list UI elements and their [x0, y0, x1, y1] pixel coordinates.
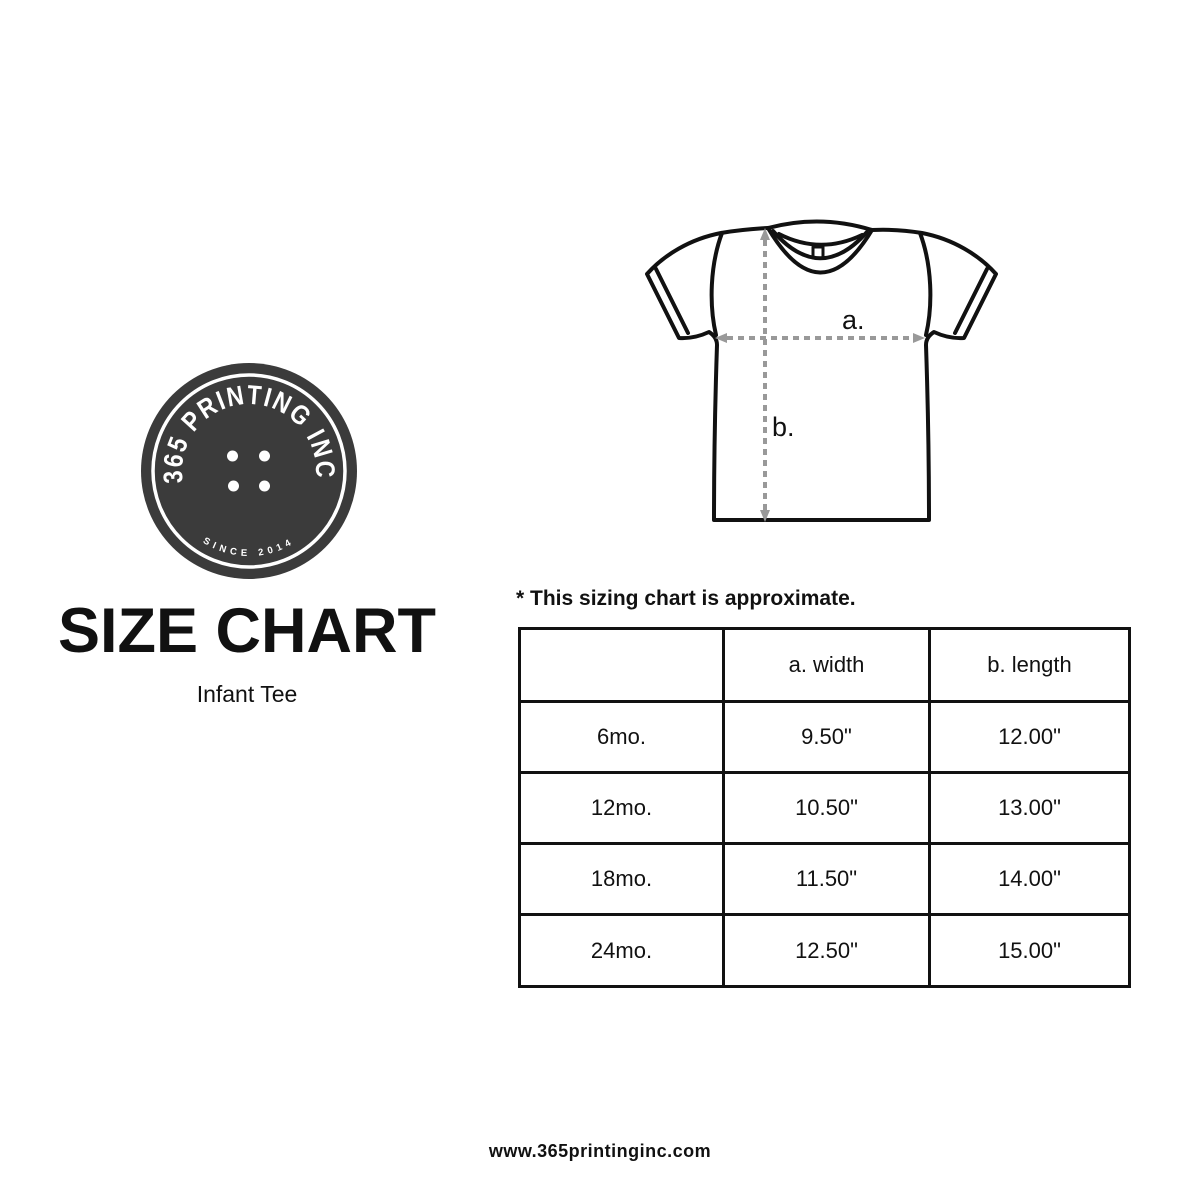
length-arrow: [760, 228, 770, 522]
width-cell: 11.50": [722, 842, 931, 916]
armhole-seam-right: [918, 231, 933, 337]
size-cell: 18mo.: [518, 842, 725, 916]
button-hole: [227, 450, 238, 462]
table-row: 6mo. 9.50" 12.00": [518, 700, 1131, 774]
arrowhead-down-icon: [760, 510, 770, 522]
arrowhead-up-icon: [760, 228, 770, 240]
length-cell: 13.00": [928, 771, 1131, 845]
width-cell: 9.50": [722, 700, 931, 774]
length-label: b.: [772, 412, 795, 442]
length-cell: 12.00": [928, 700, 1131, 774]
header-length-cell: b. length: [928, 627, 1131, 703]
table-row: 24mo. 12.50" 15.00": [518, 913, 1131, 988]
size-cell: 12mo.: [518, 771, 725, 845]
website-url: www.365printinginc.com: [488, 1141, 712, 1161]
width-label: a.: [842, 305, 865, 335]
length-cell: 15.00": [928, 913, 1131, 988]
header-width-cell: a. width: [722, 627, 931, 703]
product-name: Infant Tee: [196, 681, 298, 707]
sleeve-cuff-right: [953, 267, 989, 335]
width-cell: 10.50": [722, 771, 931, 845]
table-header-row: a. width b. length: [518, 627, 1131, 703]
brand-logo: 365 PRINTING INC SINCE 2014: [141, 363, 357, 579]
table-row: 18mo. 11.50" 14.00": [518, 842, 1131, 916]
logo-inner-ring: [151, 373, 347, 569]
size-cell: 24mo.: [518, 913, 725, 988]
size-cell: 6mo.: [518, 700, 725, 774]
arrowhead-right-icon: [913, 333, 925, 343]
tshirt-diagram: a. b.: [645, 219, 998, 522]
arrowhead-left-icon: [715, 333, 727, 343]
width-arrow: [715, 333, 925, 343]
sleeve-cuff-left: [654, 267, 690, 335]
button-hole: [228, 480, 239, 492]
button-hole: [259, 480, 270, 492]
armhole-seam-left: [709, 231, 724, 337]
collar-tag: [811, 245, 825, 260]
collar-band-inner: [777, 232, 864, 247]
size-table: a. width b. length 6mo. 9.50" 12.00" 12m…: [518, 627, 1131, 988]
logo-button-circle: [141, 363, 357, 579]
length-cell: 14.00": [928, 842, 1131, 916]
collar-back-line: [766, 219, 874, 232]
tshirt-outline: [645, 226, 998, 522]
table-row: 12mo. 10.50" 13.00": [518, 771, 1131, 845]
collar-band-outer: [766, 226, 874, 275]
button-hole: [259, 450, 270, 462]
approximate-note: * This sizing chart is approximate.: [516, 587, 856, 610]
header-size-cell: [518, 627, 725, 703]
width-cell: 12.50": [722, 913, 931, 988]
page-title: SIZE CHART: [58, 596, 436, 666]
